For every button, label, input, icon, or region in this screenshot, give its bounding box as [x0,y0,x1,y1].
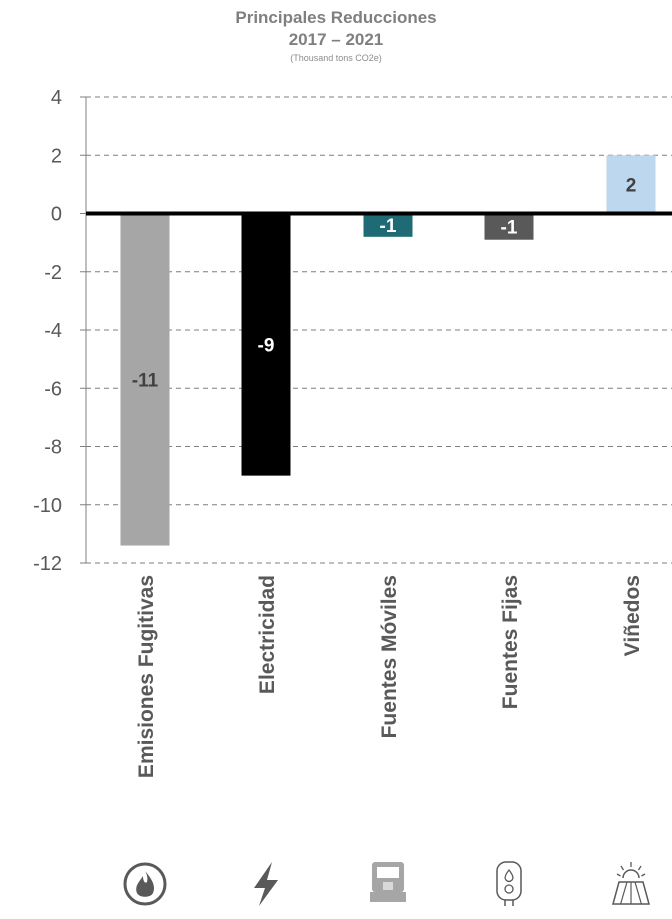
y-tick-label: -4 [44,320,62,342]
water-heater-icon [496,861,522,906]
bar [241,213,291,476]
y-tick-label: -2 [44,262,62,284]
y-tick-label: -8 [44,437,62,459]
y-tick-label: -10 [33,495,62,517]
chart-title: Principales Reducciones [235,8,437,27]
chart-subtitle: 2017 – 2021 [288,30,384,49]
bar [606,155,656,214]
field-outline [612,881,650,905]
truck-bumper [370,892,406,902]
sun-ray [616,873,621,877]
y-tick-label: -12 [33,553,62,575]
data-label: -9 [258,336,275,357]
category-label: Emisiones Fugitivas [135,575,158,778]
bolt-shape [254,862,278,906]
sun-ray [637,865,642,871]
sun-ray [620,865,625,871]
field-row [620,881,628,905]
fire-icon-ring [123,862,167,906]
category-label: Fuentes Móviles [378,575,401,738]
truck-window [377,867,399,878]
category-label: Fuentes Fijas [499,575,522,709]
bar [484,213,534,240]
chart-unit-note: (Thousand tons CO2e) [290,53,382,63]
field-row [634,881,642,905]
heater-drop [504,868,514,883]
vineyard-sun-icon [612,862,650,905]
data-label: -1 [501,218,518,239]
heater-gauge [504,884,514,894]
y-tick-label: 2 [51,145,62,167]
bar [120,213,170,546]
lightning-bolt-icon [254,862,278,906]
truck-grille [383,882,393,890]
heater-body [496,861,522,901]
data-label: -1 [380,216,397,237]
sun-ray [641,873,646,877]
category-label: Viñedos [621,575,644,656]
fire-icon [123,862,167,906]
y-tick-label: -6 [44,378,62,400]
bar [363,213,413,237]
truck-icon [370,862,406,902]
data-label: -11 [132,371,159,392]
data-label: 2 [626,175,637,196]
sun-arc [622,869,640,879]
y-tick-label: 4 [51,87,62,109]
fire-icon-flame [136,871,155,897]
category-label: Electricidad [256,575,279,694]
y-tick-label: 0 [51,204,62,226]
